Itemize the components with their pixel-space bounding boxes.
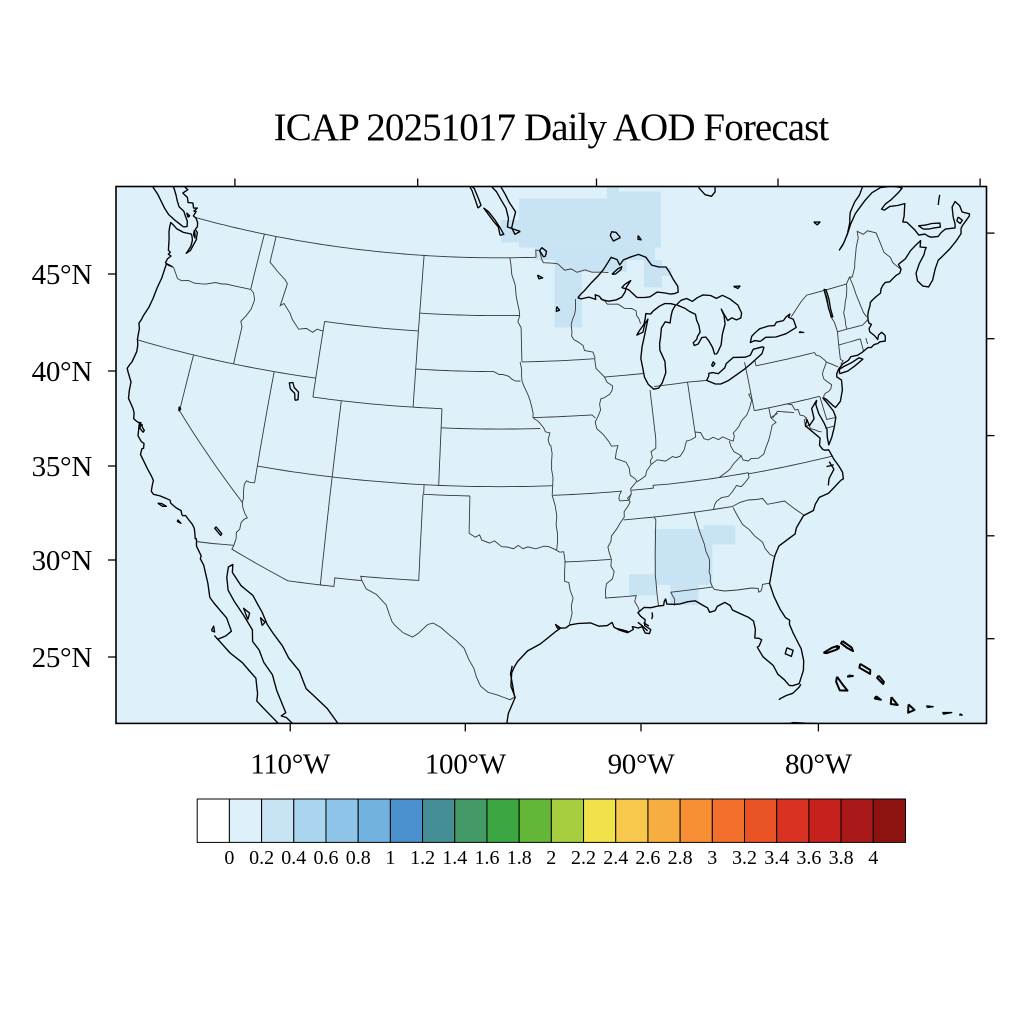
svg-text:110°W: 110°W — [250, 748, 331, 780]
svg-text:0: 0 — [224, 847, 234, 869]
svg-text:0.4: 0.4 — [281, 847, 306, 869]
svg-text:4: 4 — [868, 847, 878, 869]
svg-text:0.8: 0.8 — [346, 847, 371, 869]
svg-text:2.2: 2.2 — [571, 847, 596, 869]
svg-text:2: 2 — [546, 847, 556, 869]
svg-text:ICAP 20251017 Daily AOD Foreca: ICAP 20251017 Daily AOD Forecast — [274, 106, 830, 149]
svg-text:90°W: 90°W — [608, 748, 676, 780]
svg-text:3.8: 3.8 — [829, 847, 854, 869]
svg-text:100°W: 100°W — [425, 748, 507, 780]
svg-text:1.4: 1.4 — [442, 847, 467, 869]
svg-text:35°N: 35°N — [32, 451, 93, 483]
svg-text:40°N: 40°N — [32, 356, 93, 388]
svg-text:2.4: 2.4 — [603, 847, 628, 869]
svg-text:0.6: 0.6 — [314, 847, 339, 869]
svg-text:80°W: 80°W — [785, 748, 853, 780]
svg-text:2.6: 2.6 — [635, 847, 660, 869]
svg-text:25°N: 25°N — [32, 642, 93, 674]
svg-text:1.8: 1.8 — [507, 847, 532, 869]
svg-text:0.2: 0.2 — [249, 847, 274, 869]
svg-text:1.6: 1.6 — [475, 847, 500, 869]
svg-text:3: 3 — [707, 847, 717, 869]
svg-text:3.4: 3.4 — [764, 847, 789, 869]
svg-text:1: 1 — [385, 847, 395, 869]
svg-text:2.8: 2.8 — [668, 847, 693, 869]
svg-text:45°N: 45°N — [32, 259, 93, 291]
svg-text:3.2: 3.2 — [732, 847, 757, 869]
svg-text:3.6: 3.6 — [796, 847, 821, 869]
svg-text:30°N: 30°N — [32, 545, 93, 577]
svg-text:1.2: 1.2 — [410, 847, 435, 869]
